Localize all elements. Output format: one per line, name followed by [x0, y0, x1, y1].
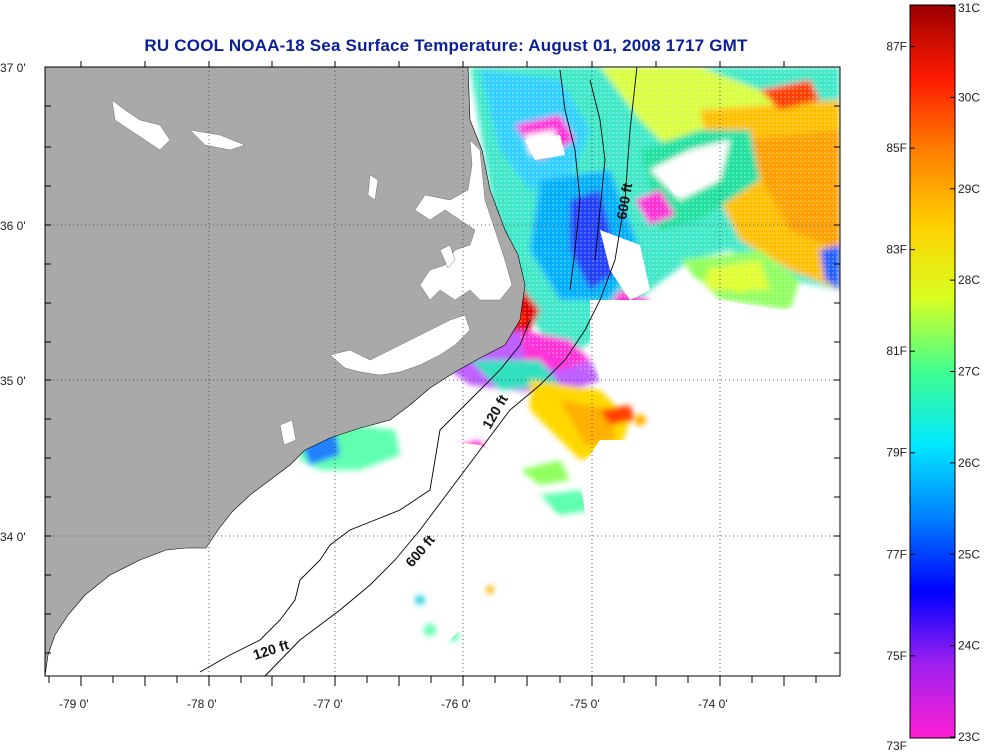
lat-label-35: 35 0'	[0, 374, 26, 388]
shelf-break-jagged	[559, 69, 606, 291]
contour-600ft-line	[264, 66, 638, 677]
lon-label-77: -77 0'	[313, 697, 343, 711]
map-frame	[44, 66, 841, 677]
lon-label-75: -75 0'	[570, 697, 600, 711]
lon-label-76: -76 0'	[441, 697, 471, 711]
inland-water	[111, 99, 513, 446]
lon-label-79: -79 0'	[59, 697, 89, 711]
lon-label-74: -74 0'	[698, 697, 728, 711]
lat-label-34: 34 0'	[0, 530, 26, 544]
lat-label-37: 37 0'	[0, 61, 26, 75]
lat-label-36: 36 0'	[0, 219, 26, 233]
contour-label-600-north: 600 ft	[613, 181, 635, 220]
map-title: RU COOL NOAA-18 Sea Surface Temperature:…	[144, 36, 748, 55]
cloud-mask	[200, 135, 840, 676]
land-mass	[45, 67, 526, 676]
contour-120ft-line	[199, 319, 531, 673]
lon-label-78: -78 0'	[187, 697, 217, 711]
graticule	[45, 67, 840, 676]
isobath-contours	[199, 66, 638, 677]
axis-ticks	[45, 61, 840, 686]
